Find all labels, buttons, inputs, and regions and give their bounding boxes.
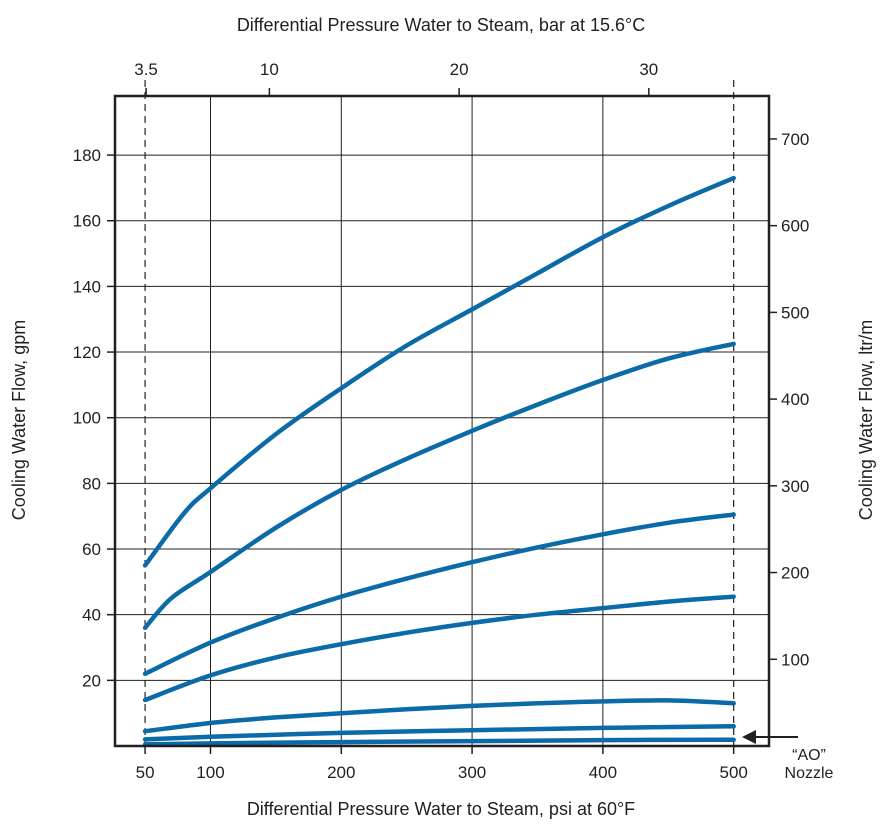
bottom-tick-label: 500 xyxy=(719,763,747,782)
flow-curve-6 xyxy=(142,724,736,742)
left-tick-label: 160 xyxy=(73,212,101,231)
bottom-tick-label: 50 xyxy=(136,763,155,782)
right-tick-label: 600 xyxy=(781,217,809,236)
left-axis-title: Cooling Water Flow, gpm xyxy=(9,320,29,520)
flow-curve-5 xyxy=(142,698,736,734)
right-tick-label: 100 xyxy=(781,650,809,669)
ao-label-line2: Nozzle xyxy=(785,765,834,782)
top-tick-label: 20 xyxy=(450,60,469,79)
tick-labels: 50 100 200 300 400 500 20 40 60 80 100 120 140 160 180… xyxy=(73,60,810,782)
top-tick-label: 3.5 xyxy=(134,60,158,79)
bottom-tick-label: 100 xyxy=(196,763,224,782)
flow-curves xyxy=(142,175,736,747)
bottom-tick-label: 200 xyxy=(327,763,355,782)
flow-curve-7 xyxy=(142,737,736,747)
top-tick-label: 30 xyxy=(639,60,658,79)
left-tick-label: 120 xyxy=(73,343,101,362)
bottom-tick-label: 400 xyxy=(589,763,617,782)
left-tick-label: 180 xyxy=(73,146,101,165)
flow-curve-2 xyxy=(142,341,736,631)
left-tick-label: 80 xyxy=(82,474,101,493)
right-tick-label: 400 xyxy=(781,390,809,409)
right-axis-title: Cooling Water Flow, ltr/m xyxy=(856,320,876,520)
left-tick-label: 20 xyxy=(82,671,101,690)
bottom-axis-title: Differential Pressure Water to Steam, ps… xyxy=(247,799,635,819)
flow-curve-4 xyxy=(142,594,736,703)
ao-arrowhead xyxy=(742,730,756,744)
right-tick-label: 500 xyxy=(781,303,809,322)
left-tick-label: 140 xyxy=(73,277,101,296)
top-axis-title: Differential Pressure Water to Steam, ba… xyxy=(237,15,645,35)
ao-nozzle-annotation: “AO” Nozzle xyxy=(742,730,834,782)
right-tick-label: 200 xyxy=(781,564,809,583)
plot-frame xyxy=(113,94,771,748)
grid-lines xyxy=(115,96,769,746)
flow-curve-1 xyxy=(142,175,736,568)
dashed-limit-lines xyxy=(144,80,735,746)
right-tick-label: 700 xyxy=(781,130,809,149)
bottom-tick-label: 300 xyxy=(458,763,486,782)
left-tick-label: 100 xyxy=(73,409,101,428)
ao-label-line1: “AO” xyxy=(792,747,826,764)
axis-ticks xyxy=(107,88,777,754)
flow-curve-3 xyxy=(142,512,736,677)
left-tick-label: 60 xyxy=(82,540,101,559)
top-tick-label: 10 xyxy=(260,60,279,79)
right-tick-label: 300 xyxy=(781,477,809,496)
left-tick-label: 40 xyxy=(82,606,101,625)
